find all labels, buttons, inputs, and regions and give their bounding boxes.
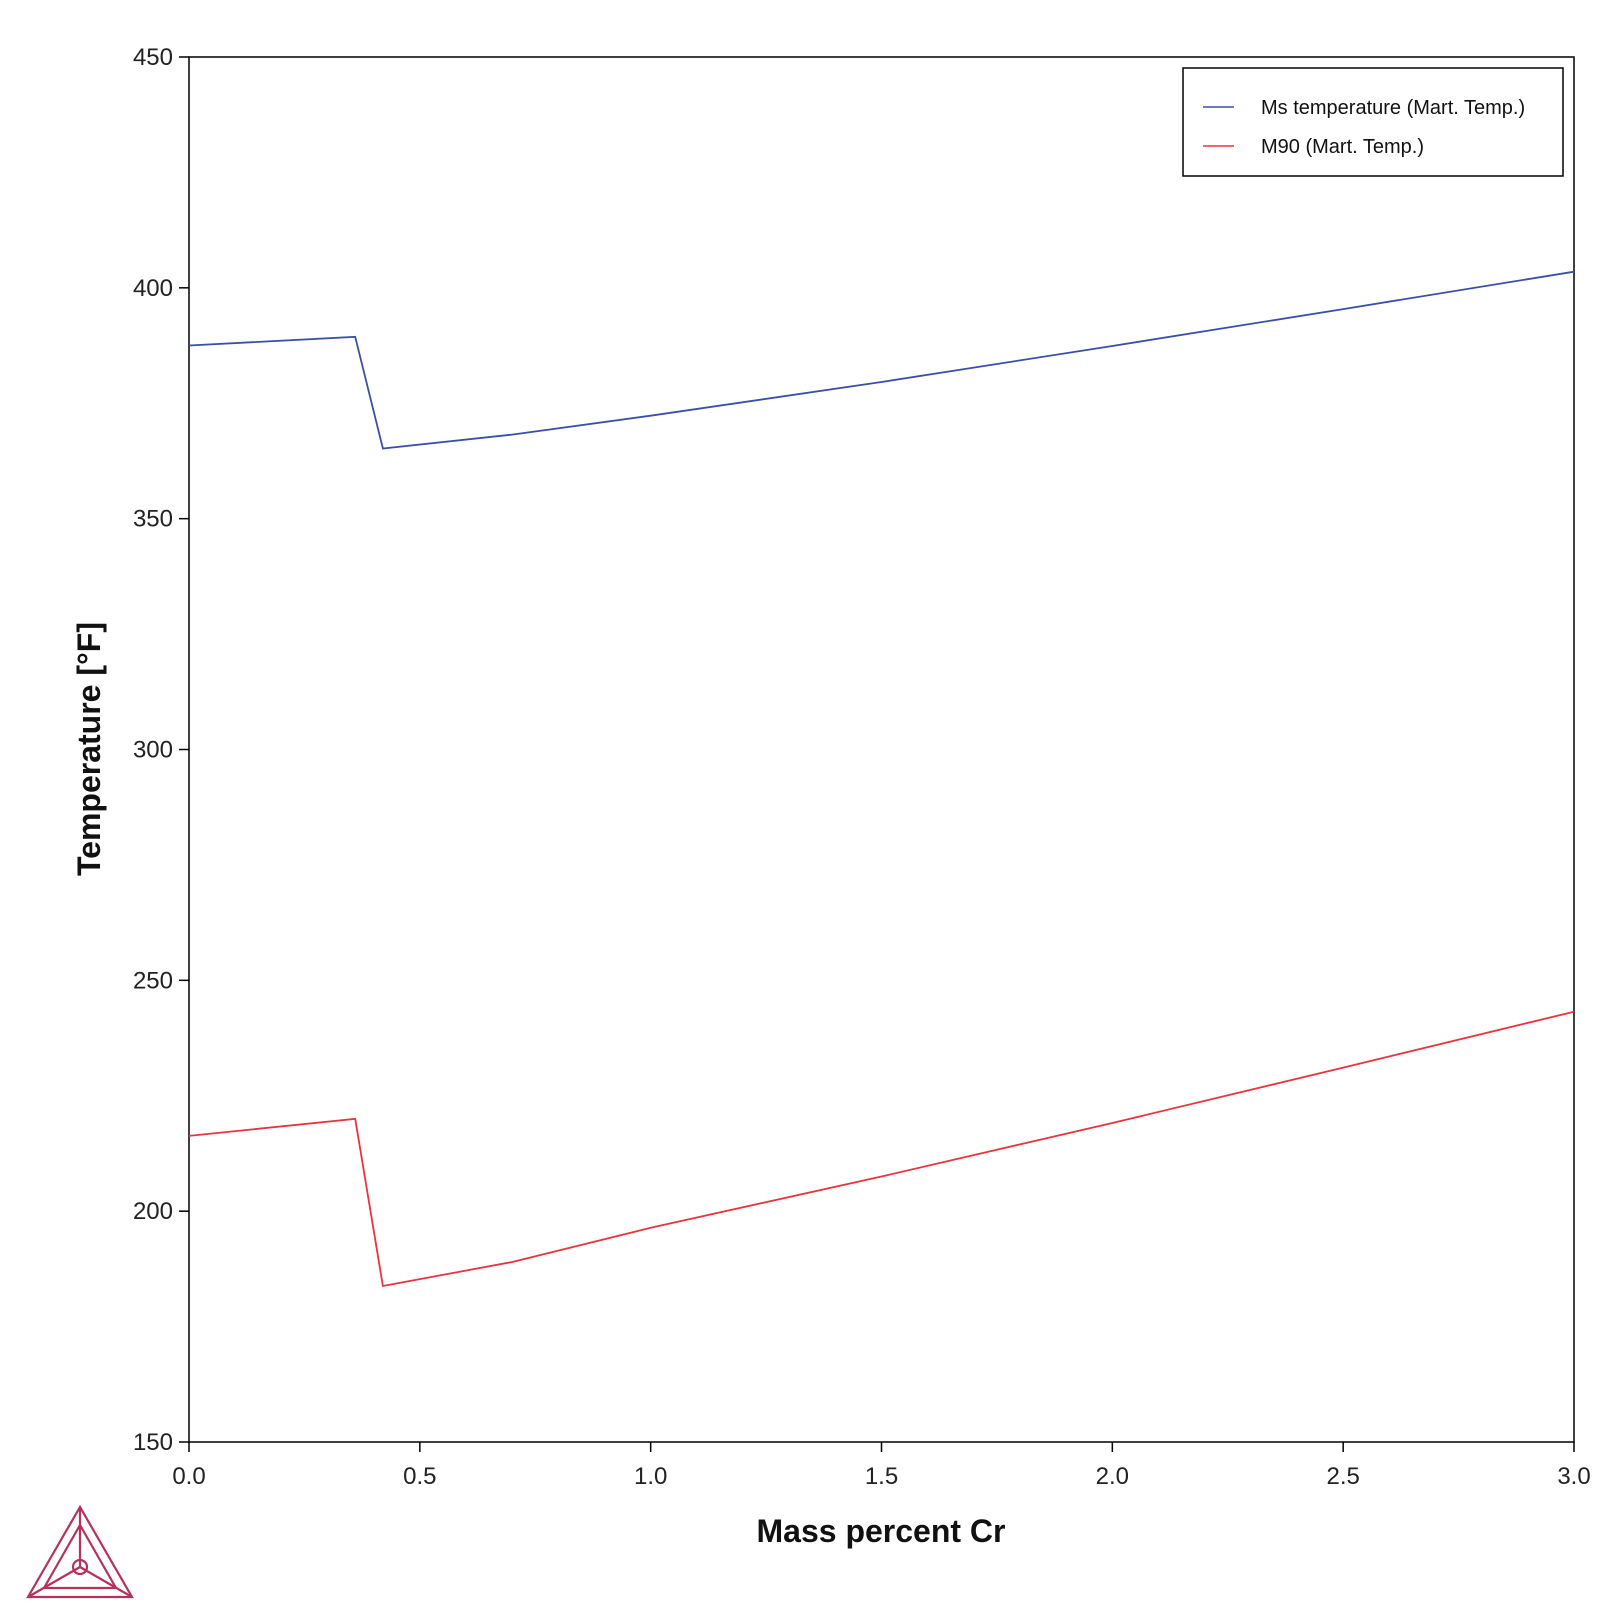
- plot-area-frame: [188, 56, 1575, 1443]
- x-tick-label: 1.0: [634, 1463, 667, 1490]
- x-tick-label: 2.0: [1096, 1463, 1129, 1490]
- legend-box: [1182, 67, 1564, 177]
- series-lines: [188, 270, 1575, 1288]
- y-tick-label: 450: [133, 44, 173, 71]
- y-tick-label: 200: [133, 1198, 173, 1225]
- x-tick-label: 1.5: [865, 1463, 898, 1490]
- y-tick-label: 350: [133, 506, 173, 533]
- y-axis-ticks: 150 200 250 300 350 400 450: [133, 44, 189, 1456]
- x-tick-label: 0.0: [172, 1463, 205, 1490]
- y-tick-label: 400: [133, 275, 173, 302]
- series-line-m90: [188, 1010, 1575, 1288]
- series-line-ms-temperature: [188, 270, 1575, 450]
- y-axis-title: Temperature [°F]: [71, 622, 107, 876]
- x-tick-label: 0.5: [403, 1463, 436, 1490]
- thermo-calc-logo: [26, 1504, 134, 1599]
- legend: Ms temperature (Mart. Temp.) M90 (Mart. …: [1182, 67, 1564, 177]
- y-tick-label: 300: [133, 737, 173, 764]
- y-tick-label: 250: [133, 967, 173, 994]
- x-axis-ticks: 0.0 0.5 1.0 1.5 2.0 2.5 3.0: [172, 1442, 1591, 1490]
- legend-label-ms-temperature: Ms temperature (Mart. Temp.): [1261, 97, 1525, 119]
- x-tick-label: 2.5: [1326, 1463, 1359, 1490]
- x-tick-label: 3.0: [1557, 1463, 1590, 1490]
- y-tick-label: 150: [133, 1429, 173, 1456]
- legend-label-m90: M90 (Mart. Temp.): [1261, 136, 1424, 158]
- x-axis-title: Mass percent Cr: [757, 1513, 1006, 1549]
